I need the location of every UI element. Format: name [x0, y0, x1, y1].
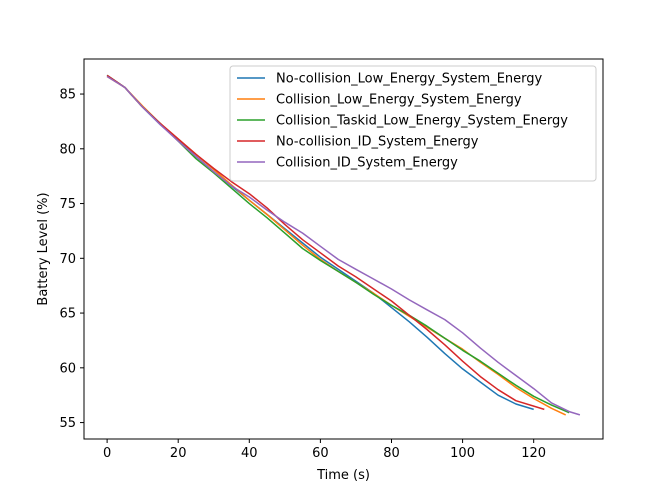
x-tick-label: 80	[383, 446, 400, 461]
plot-lines	[106, 74, 581, 416]
x-tick-label: 40	[241, 446, 258, 461]
y-tick-label: 70	[59, 252, 76, 267]
series-line-5	[106, 75, 581, 416]
x-tick-label: 100	[450, 446, 475, 461]
legend: No-collision_Low_Energy_System_Energy Col…	[229, 65, 597, 182]
x-tick-label: 60	[312, 446, 329, 461]
y-axis-label: Battery Level (%)	[36, 192, 51, 305]
legend-entry-4: No-collision_ID_System_Energy	[276, 135, 479, 150]
y-tick-label: 55	[59, 416, 76, 431]
x-tick-label: 20	[170, 446, 187, 461]
legend-entry-2: Collision_Low_Energy_System_Energy	[276, 93, 522, 108]
y-tick-label: 85	[59, 88, 76, 103]
legend-entry-1: No-collision_Low_Energy_System_Energy	[276, 72, 543, 87]
x-axis-ticks: 0 20 40 60 80 100 120	[103, 439, 546, 461]
y-axis-ticks: 55 60 65 70 75 80 85	[59, 88, 84, 431]
x-tick-label: 0	[103, 446, 111, 461]
y-tick-label: 65	[59, 307, 76, 322]
series-line-1	[106, 74, 534, 411]
legend-entry-5: Collision_ID_System_Energy	[276, 156, 458, 171]
y-tick-label: 60	[59, 361, 76, 376]
legend-entry-3: Collision_Taskid_Low_Energy_System_Energ…	[276, 114, 568, 129]
x-tick-label: 120	[521, 446, 546, 461]
y-tick-label: 80	[59, 142, 76, 157]
legend-box	[229, 65, 597, 182]
series-line-4	[106, 74, 545, 411]
plot-frame	[83, 58, 604, 440]
x-axis-label: Time (s)	[316, 468, 370, 483]
y-tick-label: 75	[59, 197, 76, 212]
